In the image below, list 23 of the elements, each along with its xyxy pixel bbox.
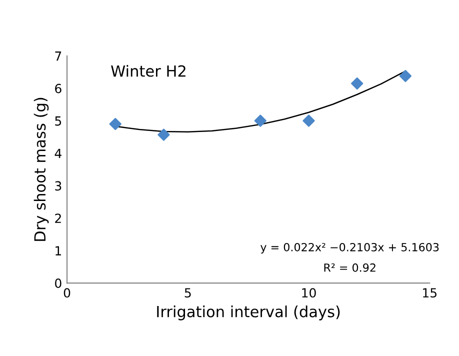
y-tick-label: 3 [55,181,62,191]
point [254,114,266,127]
y-tick-label: 1 [56,246,61,256]
y-axis-title: Dry shoot mass (g) [34,98,49,241]
annotation: R² = 0.92 [324,263,376,272]
x-tick-label: 0 [64,288,70,298]
y-tick-label: 6 [55,84,62,94]
y-tick-label: 2 [55,214,61,223]
point [158,128,170,141]
x-axis-title: Irrigation interval (days) [157,306,340,320]
chart-title: Winter H2 [111,64,186,77]
point [399,70,412,82]
y-tick-label: 7 [55,52,62,61]
y-tick-label: 0 [55,278,62,288]
y-tick-label: 4 [54,148,62,158]
annotation: y = 0.022x² −0.2103x + 5.1603 [260,242,439,254]
x-tick-label: 15 [423,288,436,298]
point [109,118,122,130]
point [302,114,315,127]
x-tick-label: 5 [184,288,191,298]
point [351,77,364,90]
x-tick-label: 10 [302,288,316,298]
y-tick-label: 5 [55,116,62,126]
